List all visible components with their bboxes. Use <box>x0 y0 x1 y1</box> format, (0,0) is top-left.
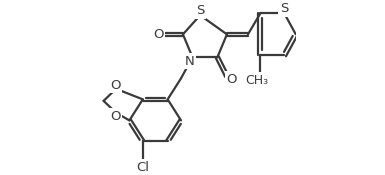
Text: S: S <box>196 4 204 17</box>
Text: CH₃: CH₃ <box>245 74 268 87</box>
Text: S: S <box>280 2 288 15</box>
Text: O: O <box>226 73 237 86</box>
Text: O: O <box>110 79 120 92</box>
Text: Cl: Cl <box>136 161 149 174</box>
Text: N: N <box>185 55 194 68</box>
Text: O: O <box>110 110 120 123</box>
Text: O: O <box>153 28 163 41</box>
